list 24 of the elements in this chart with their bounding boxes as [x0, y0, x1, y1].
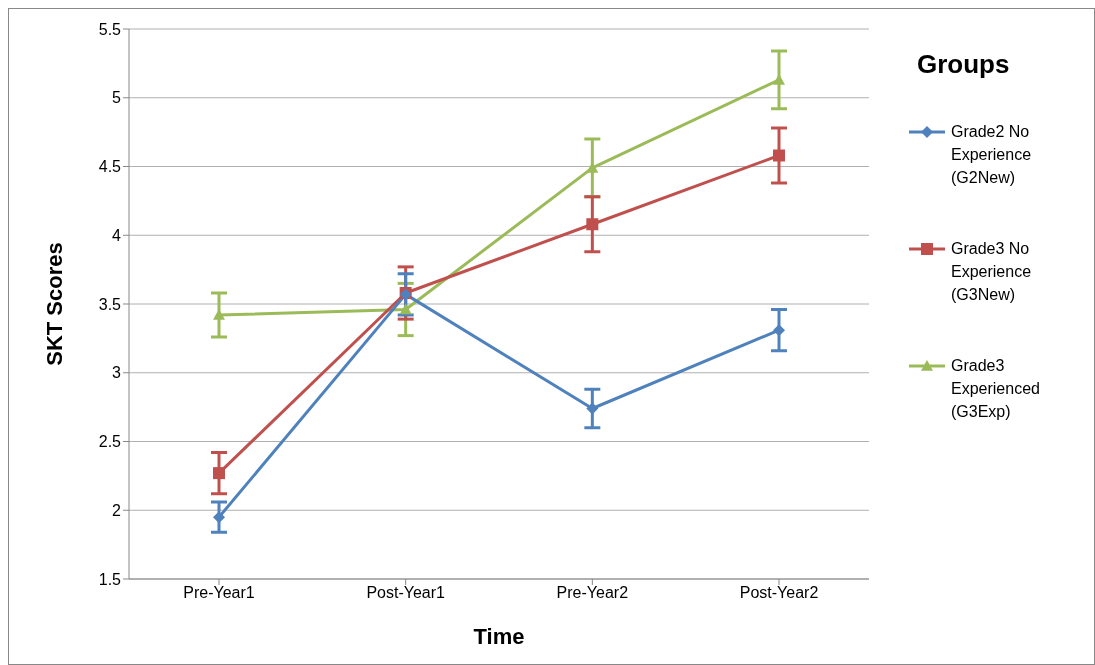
- y-tick-label: 2: [112, 501, 122, 519]
- legend-title: Groups: [917, 49, 1011, 80]
- x-tick-label: Pre-Year1: [183, 584, 255, 602]
- y-tick-label: 5: [112, 89, 122, 107]
- x-tick-label: Pre-Year2: [556, 584, 629, 602]
- x-tick-label: Post-Year1: [366, 584, 446, 602]
- x-tick-label: Post-Year2: [739, 584, 819, 602]
- point: [213, 467, 225, 480]
- y-tick-label: 4.5: [98, 158, 122, 176]
- y-tick-label: 5.5: [98, 20, 122, 38]
- y-tick-label: 3: [112, 364, 122, 382]
- point: [586, 218, 599, 231]
- y-tick-label: 4: [112, 226, 122, 244]
- legend-label: Grade3 Experienced (G3Exp): [951, 356, 1041, 422]
- point: [586, 402, 599, 415]
- y-tick-label: 2.5: [98, 433, 122, 451]
- y-tick-label: 3.5: [98, 295, 122, 313]
- x-axis-title: Time: [473, 624, 525, 649]
- point: [773, 149, 785, 162]
- legend-label: Grade3 No Experience (G3New): [951, 239, 1033, 305]
- y-axis-title: SKT Scores: [41, 242, 67, 366]
- y-tick-label: 1.5: [98, 570, 122, 588]
- legend-label: Grade2 No Experience (G2New): [951, 122, 1033, 188]
- point: [399, 303, 412, 315]
